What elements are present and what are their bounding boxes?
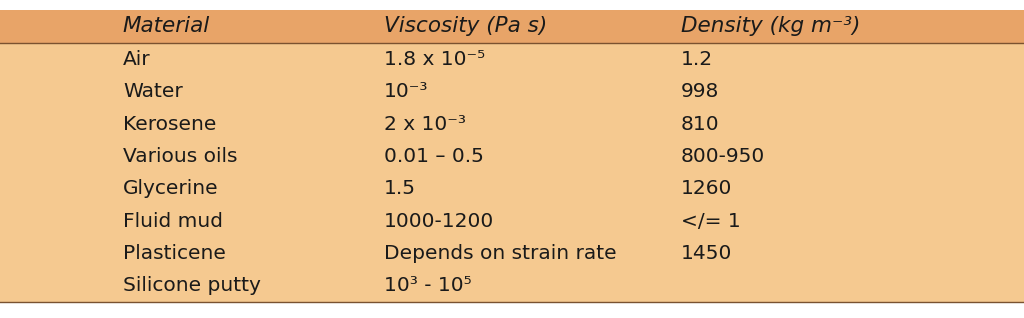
Text: 2 x 10⁻³: 2 x 10⁻³ <box>384 114 466 134</box>
Text: 1.2: 1.2 <box>681 50 713 69</box>
Text: Kerosene: Kerosene <box>123 114 216 134</box>
Text: 1260: 1260 <box>681 179 732 198</box>
Text: 1.8 x 10⁻⁵: 1.8 x 10⁻⁵ <box>384 50 485 69</box>
Text: Material: Material <box>123 16 210 36</box>
Text: Water: Water <box>123 82 182 101</box>
Text: Silicone putty: Silicone putty <box>123 276 261 295</box>
Text: 1450: 1450 <box>681 244 732 263</box>
FancyBboxPatch shape <box>0 10 1024 302</box>
Text: Fluid mud: Fluid mud <box>123 212 223 231</box>
Text: Air: Air <box>123 50 151 69</box>
Text: 998: 998 <box>681 82 719 101</box>
Text: Viscosity (Pa s): Viscosity (Pa s) <box>384 16 547 36</box>
Text: 10⁻³: 10⁻³ <box>384 82 428 101</box>
Text: 1000-1200: 1000-1200 <box>384 212 495 231</box>
Text: Various oils: Various oils <box>123 147 238 166</box>
Text: Density (kg m⁻³): Density (kg m⁻³) <box>681 16 860 36</box>
Text: Depends on strain rate: Depends on strain rate <box>384 244 616 263</box>
Text: </= 1: </= 1 <box>681 212 740 231</box>
Text: 800-950: 800-950 <box>681 147 765 166</box>
Text: Glycerine: Glycerine <box>123 179 218 198</box>
Text: 10³ - 10⁵: 10³ - 10⁵ <box>384 276 472 295</box>
Text: 0.01 – 0.5: 0.01 – 0.5 <box>384 147 484 166</box>
Text: 1.5: 1.5 <box>384 179 416 198</box>
Text: Plasticene: Plasticene <box>123 244 225 263</box>
FancyBboxPatch shape <box>0 10 1024 43</box>
Text: 810: 810 <box>681 114 720 134</box>
